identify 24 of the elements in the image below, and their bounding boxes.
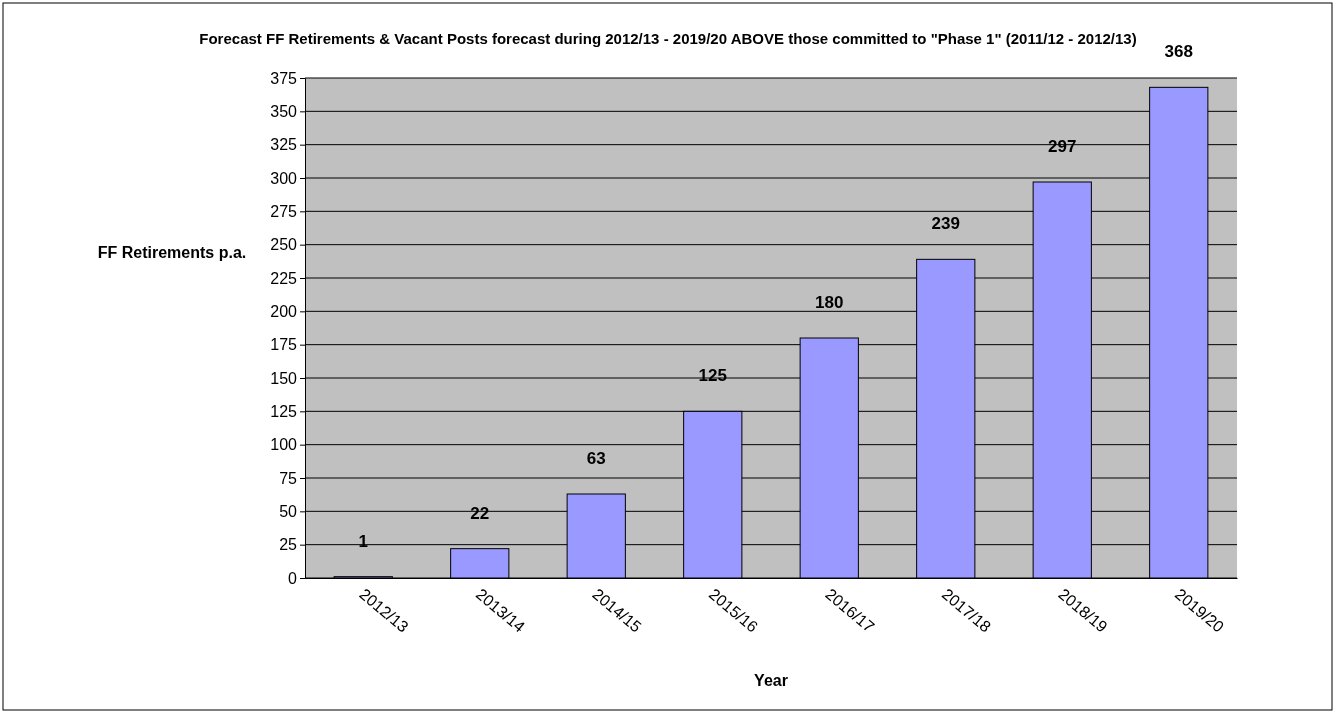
data-label: 125 [698, 366, 727, 386]
y-tick-label: 150 [270, 369, 298, 387]
data-label: 239 [931, 214, 960, 234]
data-label: 180 [815, 293, 844, 312]
data-label: 63 [586, 449, 606, 468]
y-tick-label: 275 [270, 202, 298, 220]
y-tick-label: 25 [279, 536, 298, 554]
y-tick-label: 250 [270, 236, 298, 254]
y-tick-label: 100 [270, 436, 298, 454]
y-tick-label: 75 [279, 469, 298, 487]
y-tick-label: 325 [270, 136, 298, 154]
y-tick-label: 125 [270, 402, 298, 420]
y-tick-label: 0 [288, 569, 298, 587]
y-tick-label: 200 [270, 302, 298, 320]
chart-title: Forecast FF Retirements & Vacant Posts forecast during 2012/13 - 2019/20 ABOVE those committed to "Phase 1" (2011/12 - 2012/13) [199, 30, 1137, 47]
data-label: 368 [1164, 42, 1193, 62]
y-tick-label: 225 [270, 269, 298, 287]
y-tick-label: 50 [279, 502, 298, 520]
y-axis-title: FF Retirements p.a. [97, 244, 247, 261]
y-tick-label: 375 [270, 69, 298, 87]
y-tick-label: 300 [270, 169, 298, 187]
y-tick-label: 350 [270, 102, 298, 120]
y-tick-label: 175 [270, 336, 298, 354]
x-axis-title: Year [754, 672, 788, 689]
